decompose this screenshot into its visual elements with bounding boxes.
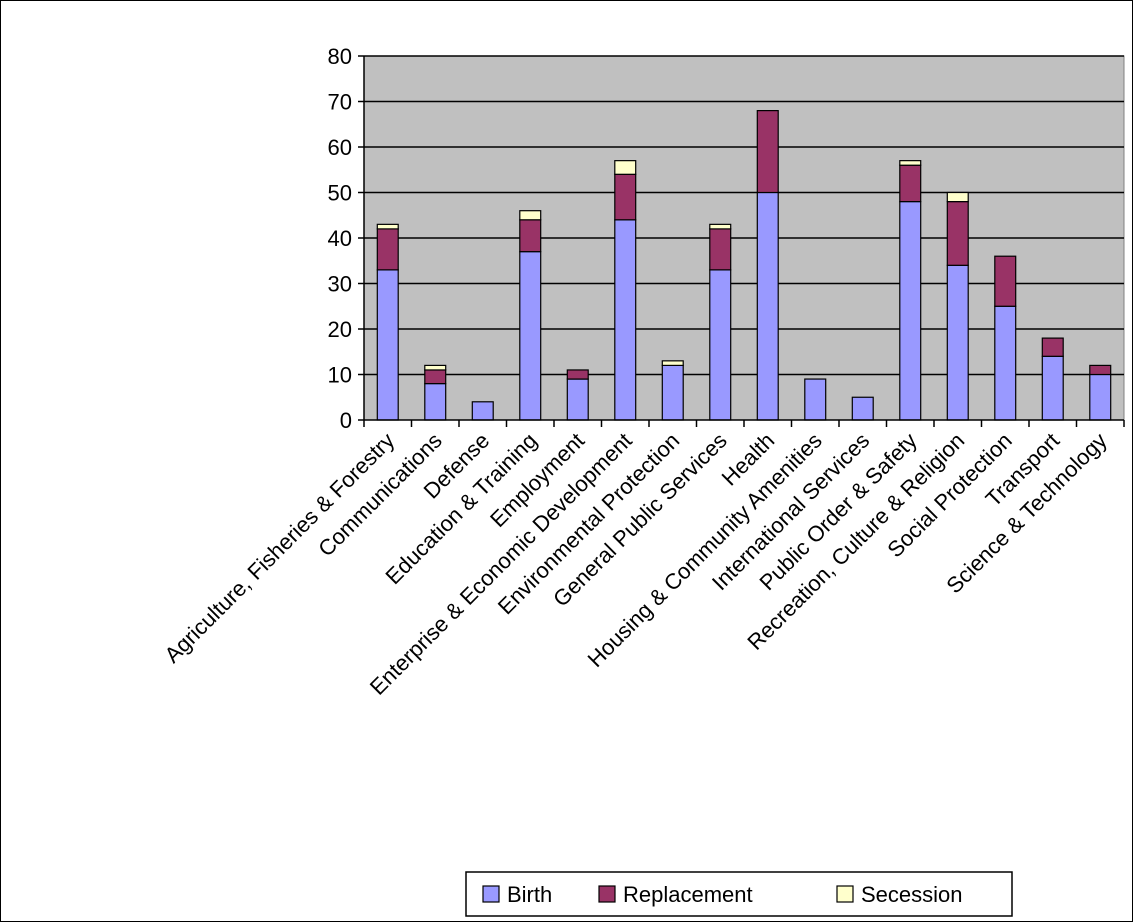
- y-tick-label: 40: [328, 226, 352, 251]
- y-tick-label: 20: [328, 317, 352, 342]
- bar-replacement-4: [566, 369, 589, 380]
- legend-swatch-replacement: [598, 885, 616, 903]
- bar-secession-5: [614, 160, 637, 175]
- bar-birth-9: [804, 378, 827, 421]
- bar-birth-3: [519, 251, 542, 421]
- bar-birth-11: [899, 201, 922, 421]
- bar-secession-0: [376, 223, 399, 230]
- y-tick-label: 80: [328, 44, 352, 69]
- bar-birth-0: [376, 269, 399, 421]
- bar-birth-10: [851, 396, 874, 421]
- bar-birth-13: [994, 305, 1017, 421]
- bar-birth-8: [756, 191, 779, 421]
- y-tick-label: 0: [340, 408, 352, 433]
- bar-replacement-5: [614, 173, 637, 221]
- legend-swatch-birth: [482, 885, 500, 903]
- y-tick-label: 10: [328, 363, 352, 388]
- bar-secession-7: [709, 223, 732, 230]
- bar-secession-3: [519, 210, 542, 221]
- bar-replacement-8: [756, 109, 779, 194]
- bar-replacement-7: [709, 228, 732, 271]
- bar-birth-2: [471, 401, 494, 421]
- y-tick-label: 30: [328, 272, 352, 297]
- category-label: Agriculture, Fisheries & Forestry: [159, 428, 399, 668]
- y-tick-label: 70: [328, 90, 352, 115]
- bar-secession-6: [661, 360, 684, 367]
- y-tick-label: 50: [328, 181, 352, 206]
- bar-replacement-3: [519, 219, 542, 253]
- bar-birth-15: [1089, 373, 1112, 421]
- bar-replacement-15: [1089, 364, 1112, 376]
- bar-birth-6: [661, 364, 684, 421]
- bar-replacement-0: [376, 228, 399, 271]
- bar-replacement-12: [946, 201, 969, 266]
- bar-secession-12: [946, 191, 969, 203]
- bar-birth-12: [946, 264, 969, 421]
- legend-box: [465, 871, 1013, 917]
- bar-birth-4: [566, 378, 589, 421]
- bar-replacement-11: [899, 164, 922, 203]
- bar-birth-5: [614, 219, 637, 421]
- bar-replacement-13: [994, 255, 1017, 307]
- legend-swatch-secession: [836, 885, 854, 903]
- y-tick-label: 60: [328, 135, 352, 160]
- bar-birth-1: [424, 383, 447, 421]
- legend-label-birth: Birth: [507, 882, 552, 907]
- bar-secession-1: [424, 364, 447, 371]
- bar-birth-14: [1041, 355, 1064, 421]
- bar-birth-7: [709, 269, 732, 421]
- bar-replacement-14: [1041, 337, 1064, 357]
- bar-replacement-1: [424, 369, 447, 385]
- legend-label-replacement: Replacement: [623, 882, 753, 907]
- bar-secession-11: [899, 160, 922, 166]
- legend-label-secession: Secession: [861, 882, 963, 907]
